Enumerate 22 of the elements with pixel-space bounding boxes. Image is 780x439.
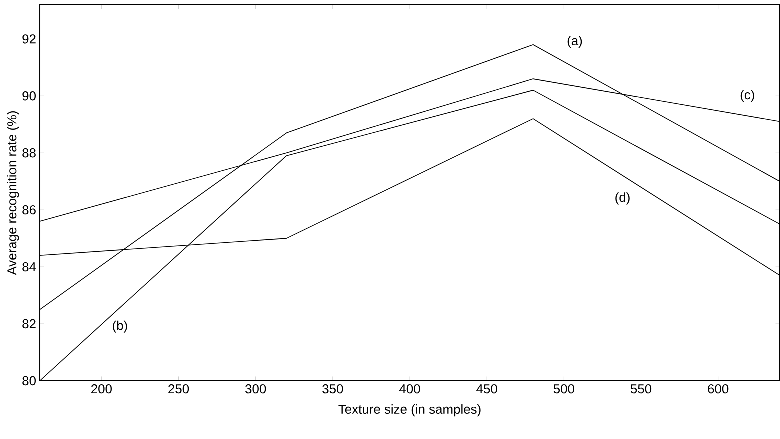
y-tick-label: 80 (22, 376, 36, 386)
series-label: (d) (616, 192, 630, 205)
series-label: (c) (740, 90, 754, 102)
x-tick-label: 450 (476, 384, 498, 394)
x-tick-label: 400 (400, 384, 420, 394)
x-tick-label: 550 (630, 384, 652, 394)
y-tick-label: 82 (22, 319, 36, 329)
x-tick-label: 350 (322, 384, 344, 394)
x-tick-label: 200 (92, 384, 112, 394)
y-tick-label: 86 (22, 205, 36, 215)
x-tick-label: 250 (168, 384, 190, 394)
x-axis-title: Texture size (in samples) (338, 404, 481, 417)
series-label: (a) (568, 36, 582, 48)
y-tick-label: 90 (22, 92, 36, 101)
x-tick-label: 300 (246, 384, 266, 394)
y-tick-label: 84 (22, 262, 36, 272)
y-tick-label: 92 (22, 34, 36, 44)
y-tick-label: 88 (22, 148, 36, 158)
series-label: (b) (113, 320, 128, 333)
y-axis-title: Average recognition rate (%) (7, 112, 20, 276)
x-tick-label: 600 (708, 384, 729, 394)
x-tick-label: 500 (554, 384, 574, 394)
